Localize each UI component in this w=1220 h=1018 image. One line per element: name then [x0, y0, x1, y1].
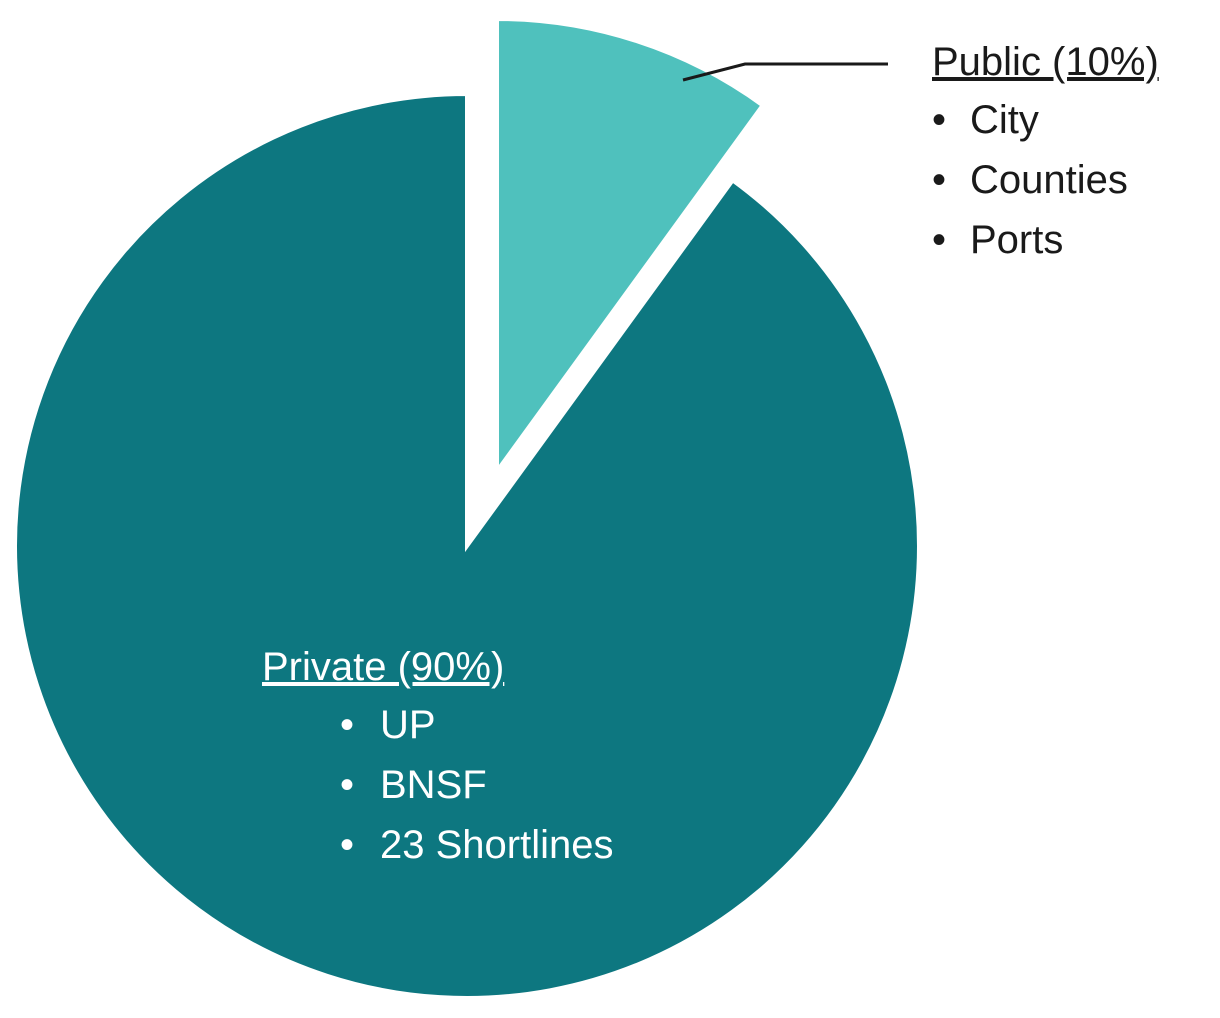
bullet-icon: •: [340, 703, 354, 747]
pie-labels: Private (90%) • UP • BNSF • 23 Shortlines Publi…: [262, 40, 1159, 867]
slice-item-public: Ports: [970, 218, 1063, 262]
bullet-icon: •: [932, 158, 946, 202]
slice-item-public: City: [970, 98, 1039, 142]
bullet-icon: •: [932, 218, 946, 262]
slice-item-private: 23 Shortlines: [380, 823, 613, 867]
slice-label-public: Public (10%): [932, 40, 1159, 84]
bullet-icon: •: [932, 98, 946, 142]
slice-item-private: BNSF: [380, 763, 487, 807]
pie-slice-public: [495, 16, 766, 478]
pie-slice-private: [13, 91, 921, 1000]
bullet-icon: •: [340, 763, 354, 807]
slice-label-private: Private (90%): [262, 645, 504, 689]
bullet-icon: •: [340, 823, 354, 867]
slice-item-private: UP: [380, 703, 436, 747]
leader-line: [682, 62, 888, 82]
slice-item-public: Counties: [970, 158, 1128, 202]
pie-slices: [13, 16, 921, 1000]
